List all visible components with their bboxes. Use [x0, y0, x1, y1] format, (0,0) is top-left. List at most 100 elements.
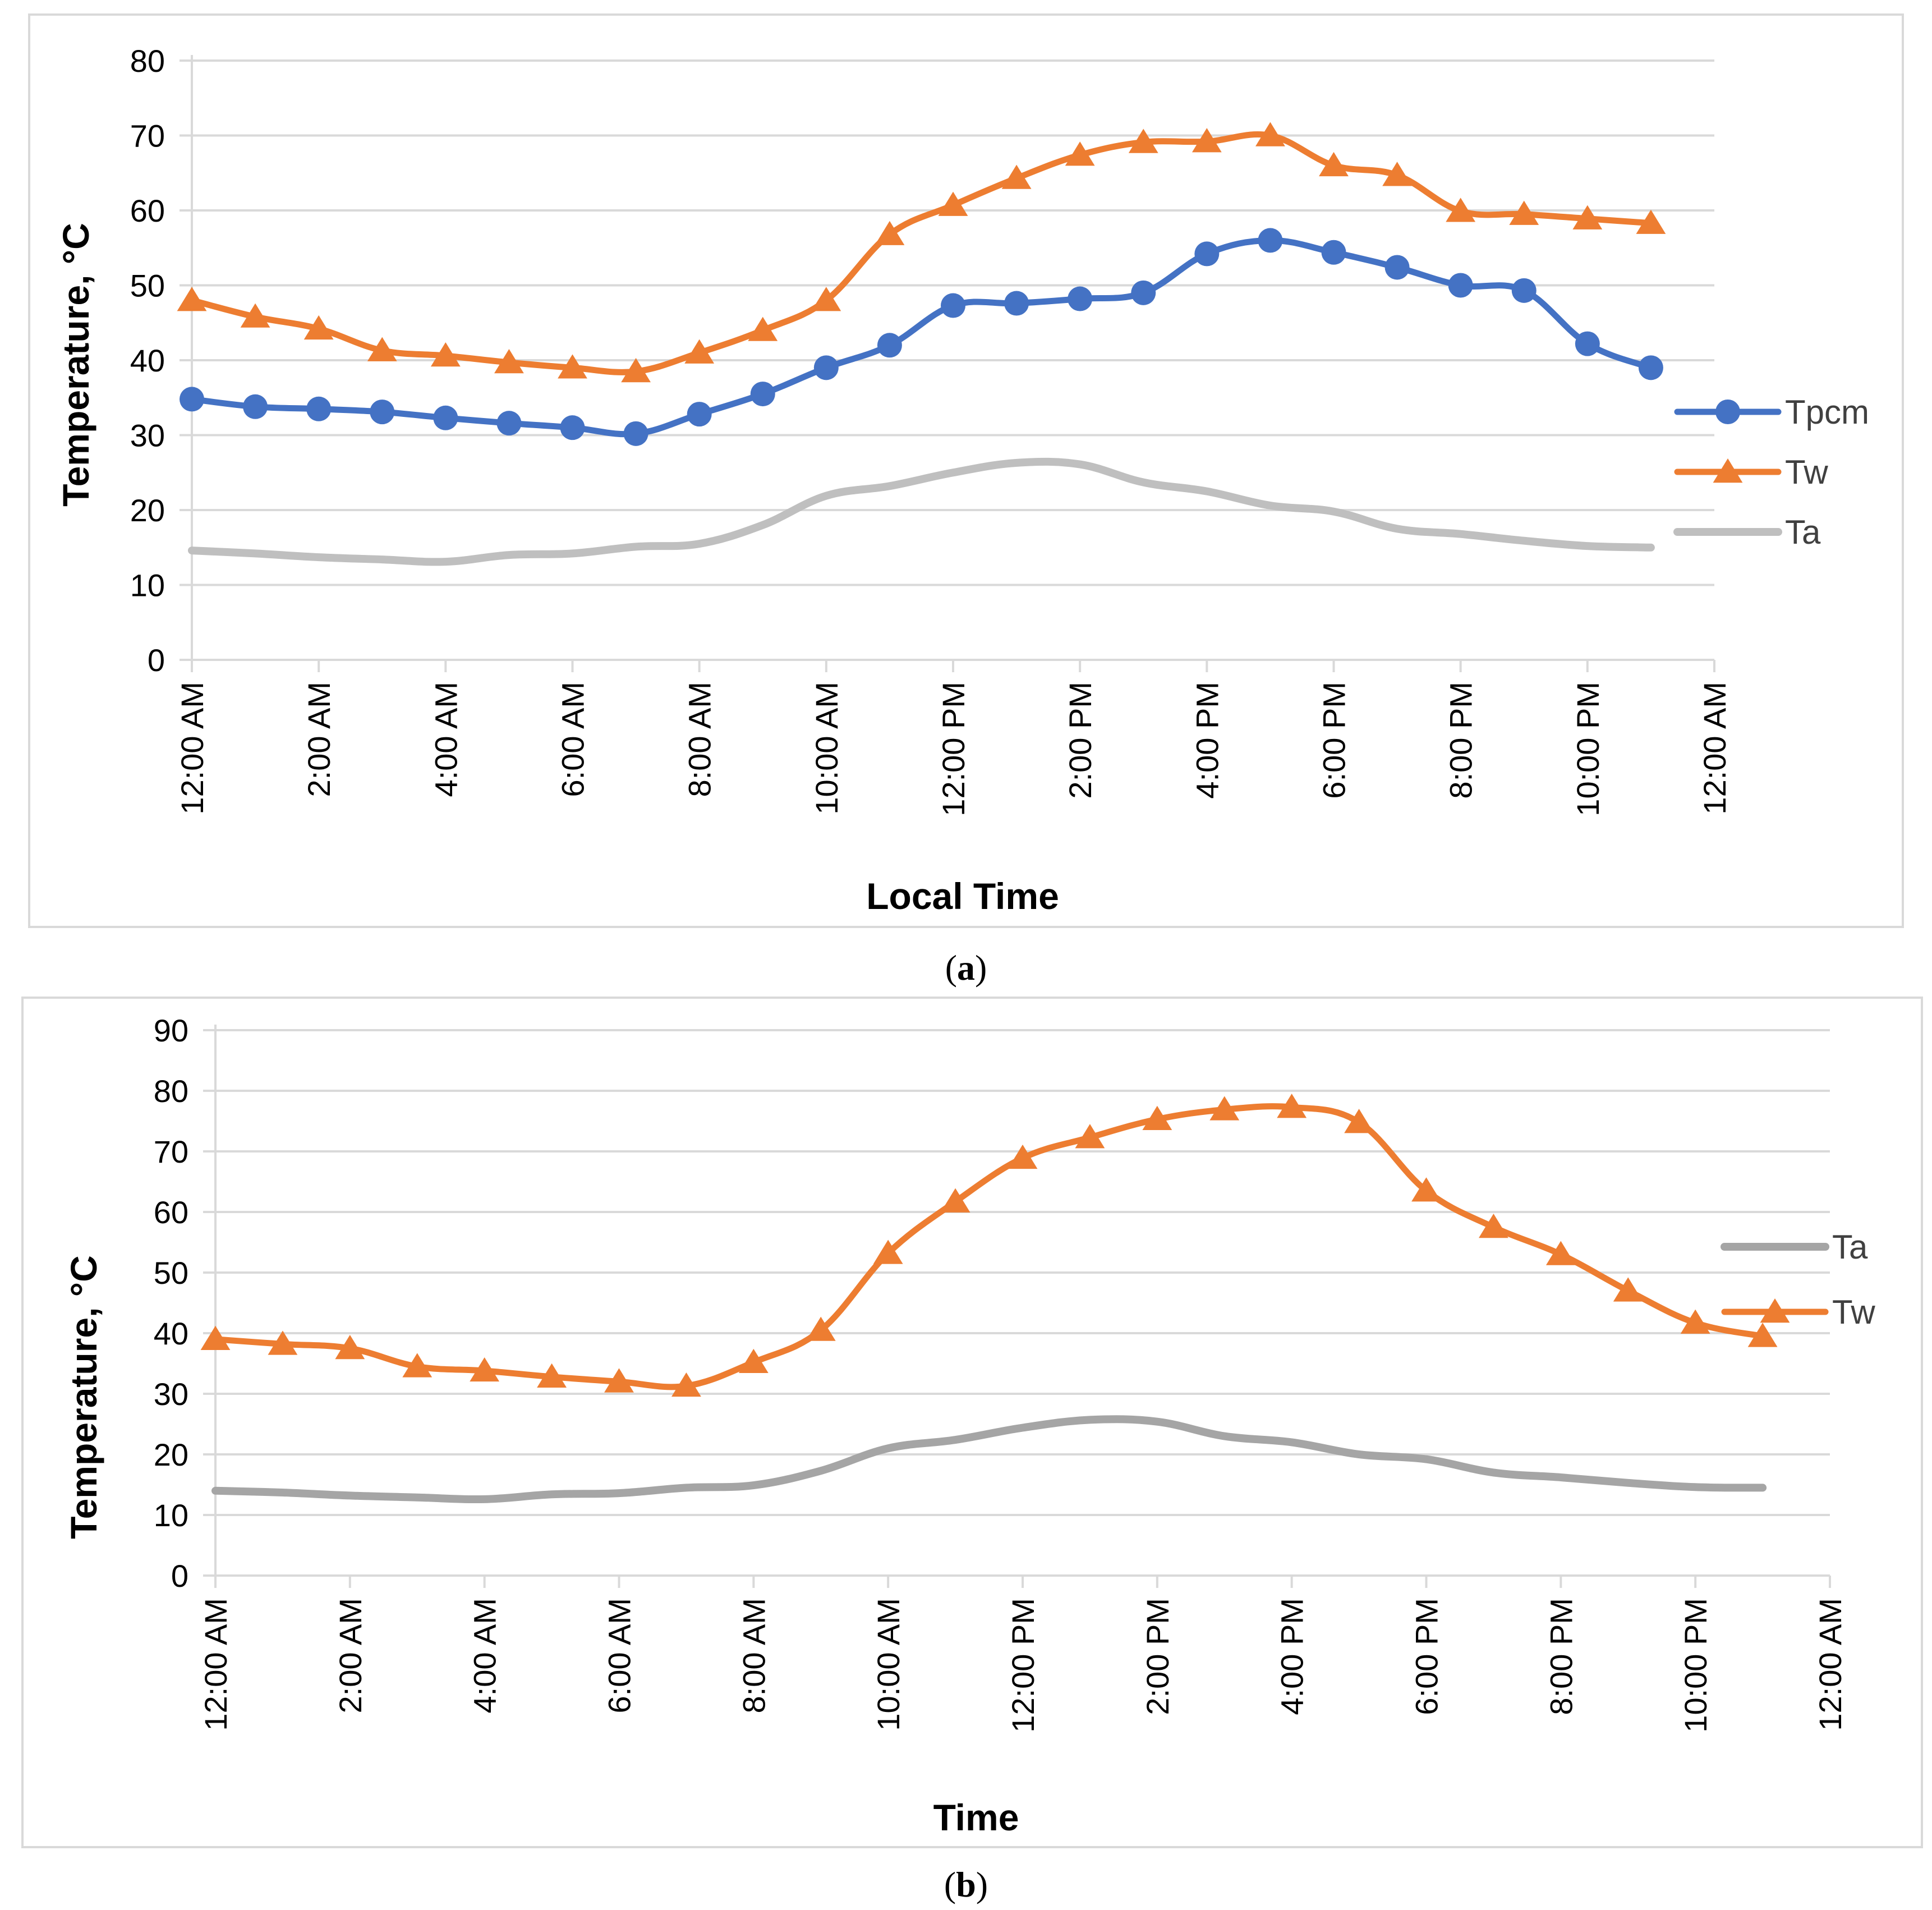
chart-panel-a: 0 10 20 30 40 50 60 70 80 12:00 AM 2:00 AM 4:00 AM… — [28, 13, 1904, 928]
data-point-tpcm — [433, 405, 458, 430]
data-point-tw — [1255, 122, 1285, 146]
data-point-tw — [402, 1353, 433, 1378]
data-point-tw — [738, 1348, 769, 1374]
x-tick-label: 6:00 PM — [1409, 1598, 1445, 1715]
data-point-tw — [1192, 128, 1222, 153]
y-tick-label: 90 — [154, 1013, 188, 1048]
x-tick-label: 4:00 AM — [428, 682, 463, 797]
y-tick-label: 10 — [154, 1498, 188, 1533]
x-axis-title-b: Time — [933, 1797, 1019, 1838]
data-point-tpcm — [623, 421, 648, 446]
data-point-tw — [671, 1372, 701, 1397]
data-point-tw — [1008, 1144, 1038, 1169]
data-point-tw — [537, 1363, 567, 1388]
y-tick-label: 20 — [130, 493, 165, 528]
data-point-tpcm — [1258, 228, 1283, 253]
data-point-tw — [430, 342, 461, 367]
data-point-tw — [873, 1239, 903, 1264]
data-point-tpcm — [1575, 331, 1600, 356]
series-line-ta — [211, 1415, 1767, 1504]
x-tick-label: 10:00 PM — [1678, 1598, 1713, 1733]
caption-letter-a: a — [957, 948, 975, 988]
data-point-tw — [940, 1188, 970, 1213]
data-point-tpcm — [687, 402, 712, 427]
y-tick-label: 70 — [154, 1134, 188, 1169]
legend-label-tw: Tw — [1785, 453, 1828, 491]
legend-label-ta: Ta — [1785, 513, 1821, 551]
data-point-tpcm — [496, 411, 522, 436]
y-tick-label: 70 — [130, 118, 165, 154]
x-tick-labels-b: 12:00 AM 2:00 AM 4:00 AM 6:00 AM 8:00 AM 10:0… — [198, 1598, 1848, 1733]
data-point-tpcm — [1511, 278, 1537, 303]
legend-marker-tw — [1713, 458, 1743, 483]
axes-a — [180, 55, 1715, 672]
y-axis-title-a: Temperature, °C — [55, 223, 96, 507]
data-point-tw — [604, 1368, 634, 1393]
grid-b — [215, 1029, 1830, 1516]
y-tick-label: 30 — [130, 418, 165, 453]
y-tick-label: 30 — [154, 1376, 188, 1412]
data-point-tw — [367, 337, 397, 361]
x-tick-label: 6:00 AM — [602, 1598, 637, 1713]
data-point-tw — [1747, 1323, 1778, 1347]
x-tick-label: 6:00 PM — [1317, 682, 1352, 799]
data-point-tw — [335, 1335, 365, 1360]
legend-marker-tw — [1760, 1298, 1790, 1323]
data-point-tw — [1509, 200, 1539, 225]
data-point-tw — [1411, 1177, 1441, 1202]
data-point-tpcm — [1448, 273, 1473, 298]
data-point-tw — [1065, 141, 1095, 166]
data-point-tpcm — [1068, 286, 1093, 311]
x-tick-label: 2:00 PM — [1140, 1598, 1175, 1715]
legend-a: Tpcm Tw Ta — [1673, 393, 1869, 551]
caption-b: (b) — [944, 1865, 988, 1904]
data-point-tpcm — [243, 394, 268, 419]
data-point-tw — [1636, 209, 1666, 234]
y-tick-labels-b: 0 10 20 30 40 50 60 70 80 90 — [154, 1013, 188, 1594]
x-tick-label: 12:00 PM — [1005, 1598, 1041, 1733]
data-point-tpcm — [370, 400, 395, 425]
x-tick-label: 4:00 PM — [1275, 1598, 1310, 1715]
x-axis-title-a: Local Time — [866, 875, 1059, 917]
data-point-tpcm — [180, 387, 204, 412]
data-point-tw — [268, 1330, 298, 1355]
x-tick-label: 4:00 AM — [467, 1598, 503, 1713]
x-tick-label: 12:00 AM — [1813, 1598, 1848, 1731]
x-tick-label: 8:00 AM — [682, 682, 717, 797]
data-point-tw — [558, 354, 587, 379]
y-tick-label: 50 — [130, 268, 165, 304]
data-point-tw — [875, 221, 905, 245]
y-tick-label: 60 — [154, 1195, 188, 1230]
data-point-tw — [1680, 1309, 1710, 1334]
legend-label-tpcm: Tpcm — [1785, 393, 1869, 431]
y-tick-label: 80 — [154, 1073, 188, 1109]
x-tick-label: 8:00 PM — [1443, 682, 1479, 799]
data-point-tw — [200, 1325, 231, 1350]
x-tick-label: 2:00 PM — [1062, 682, 1098, 799]
data-point-tpcm — [1384, 255, 1410, 280]
data-point-tw — [1075, 1124, 1105, 1149]
x-tick-label: 6:00 AM — [555, 682, 591, 797]
data-point-tpcm — [877, 333, 902, 358]
data-point-tw — [806, 1316, 836, 1341]
x-tick-label: 8:00 AM — [736, 1598, 771, 1713]
legend-b: Ta Tw — [1721, 1228, 1875, 1331]
data-point-tw — [1613, 1277, 1643, 1302]
x-tick-label: 10:00 AM — [871, 1598, 906, 1731]
x-tick-label: 12:00 PM — [936, 682, 971, 816]
chart-panel-b: 0 10 20 30 40 50 60 70 80 90 12:00 AM 2:00 AM 4:00 … — [21, 997, 1923, 1848]
data-point-tw — [748, 316, 778, 341]
data-point-tpcm — [941, 293, 965, 318]
data-point-tpcm — [813, 355, 839, 380]
data-point-tw — [1545, 1241, 1576, 1265]
y-tick-label: 40 — [154, 1316, 188, 1351]
y-tick-label: 60 — [130, 193, 165, 228]
y-tick-label: 0 — [148, 642, 165, 678]
data-point-tw — [938, 191, 968, 216]
x-tick-label: 10:00 AM — [809, 682, 844, 815]
y-axis-title-b: Temperature, °C — [63, 1255, 104, 1539]
data-point-tpcm — [306, 396, 332, 421]
data-point-tw — [1209, 1096, 1240, 1121]
data-point-tw — [684, 339, 715, 364]
